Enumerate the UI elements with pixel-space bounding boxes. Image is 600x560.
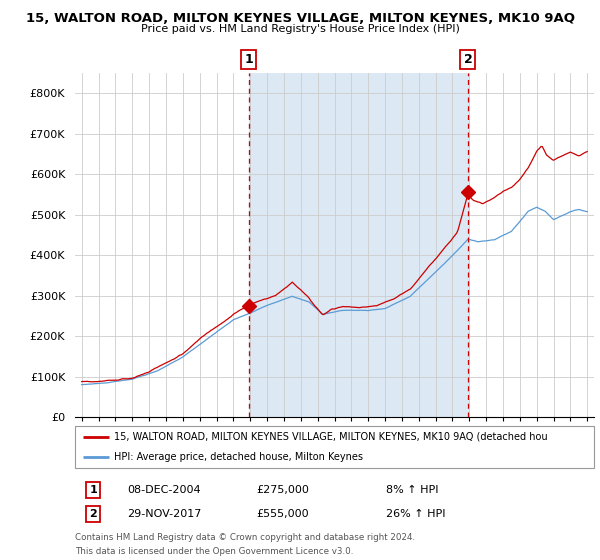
Text: 26% ↑ HPI: 26% ↑ HPI: [386, 509, 446, 519]
Text: 29-NOV-2017: 29-NOV-2017: [127, 509, 201, 519]
Text: 1: 1: [245, 53, 253, 66]
Bar: [249, 73, 468, 417]
Text: 1: 1: [89, 485, 97, 495]
FancyBboxPatch shape: [75, 426, 594, 468]
Text: 8% ↑ HPI: 8% ↑ HPI: [386, 485, 439, 495]
Text: 08-DEC-2004: 08-DEC-2004: [127, 485, 200, 495]
Text: £555,000: £555,000: [257, 509, 309, 519]
Text: Contains HM Land Registry data © Crown copyright and database right 2024.: Contains HM Land Registry data © Crown c…: [75, 533, 415, 542]
Text: This data is licensed under the Open Government Licence v3.0.: This data is licensed under the Open Gov…: [75, 548, 353, 557]
Text: 15, WALTON ROAD, MILTON KEYNES VILLAGE, MILTON KEYNES, MK10 9AQ: 15, WALTON ROAD, MILTON KEYNES VILLAGE, …: [25, 12, 575, 25]
Text: £275,000: £275,000: [257, 485, 310, 495]
Text: 2: 2: [89, 509, 97, 519]
Text: 15, WALTON ROAD, MILTON KEYNES VILLAGE, MILTON KEYNES, MK10 9AQ (detached hou: 15, WALTON ROAD, MILTON KEYNES VILLAGE, …: [114, 432, 548, 442]
Text: HPI: Average price, detached house, Milton Keynes: HPI: Average price, detached house, Milt…: [114, 452, 363, 462]
Text: 2: 2: [464, 53, 472, 66]
Text: Price paid vs. HM Land Registry's House Price Index (HPI): Price paid vs. HM Land Registry's House …: [140, 24, 460, 34]
